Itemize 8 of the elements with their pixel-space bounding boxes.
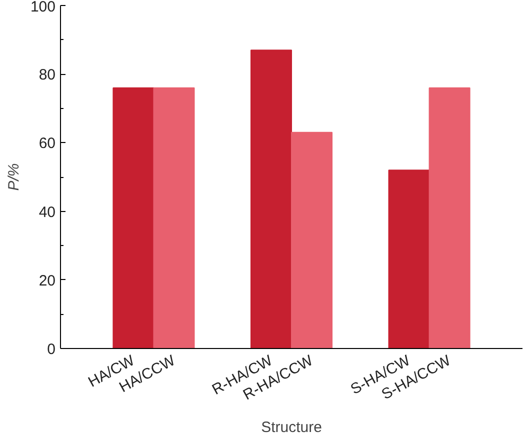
y-tick-label: 60 [38,135,56,152]
y-tick-label: 20 [38,272,56,290]
y-tick-label: 40 [38,204,56,221]
y-tick-label: 80 [38,66,56,84]
y-axis-title: P/% [5,163,22,191]
x-axis-title: Structure [261,419,322,436]
y-tick-label: 100 [30,0,56,16]
y-tick-label: 0 [47,341,56,358]
